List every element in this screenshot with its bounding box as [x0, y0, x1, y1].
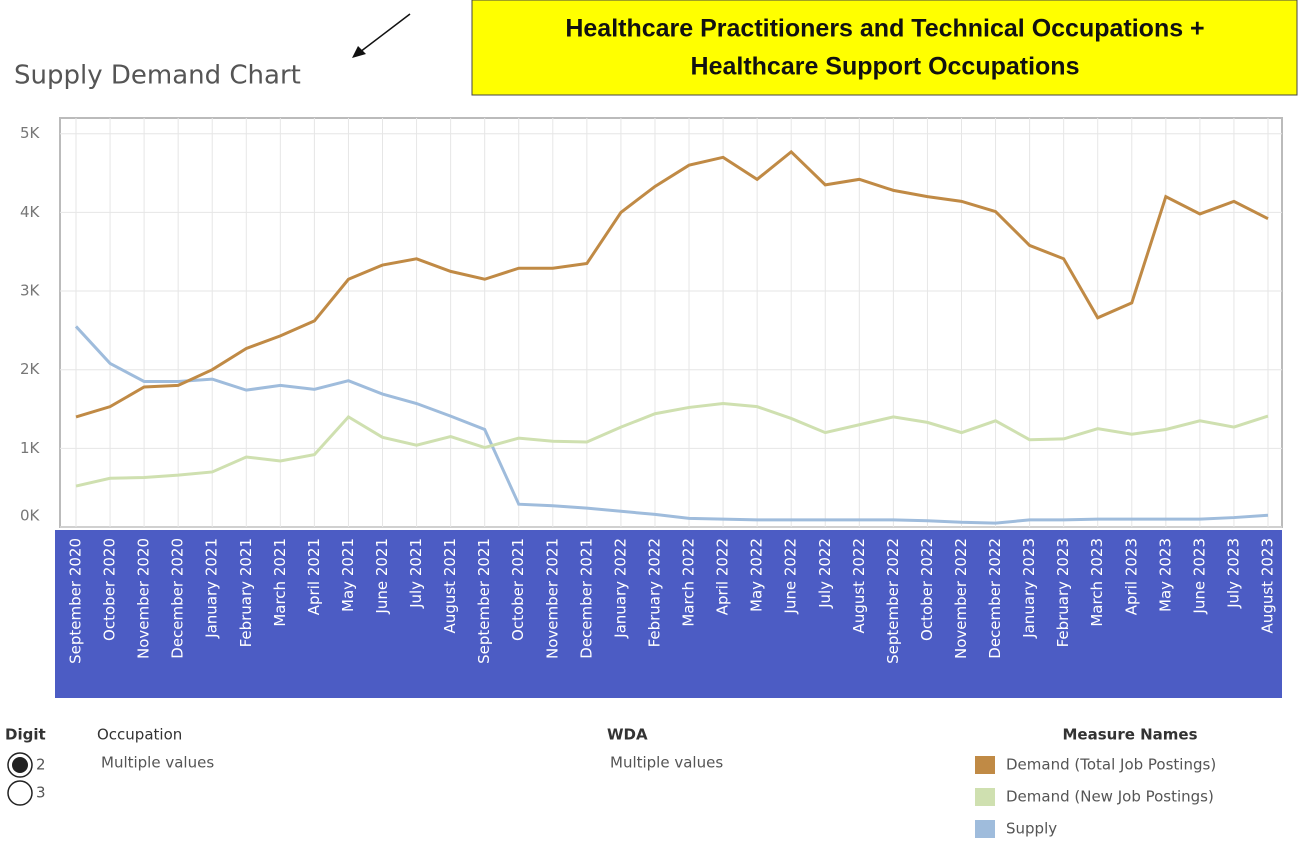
x-tick-label: November 2020 [135, 538, 153, 659]
x-tick-label: August 2022 [850, 538, 868, 633]
x-tick-label: January 2023 [1020, 538, 1038, 639]
arrow [359, 13, 411, 53]
radio-label[interactable]: 3 [36, 784, 46, 802]
filter-label: WDA [607, 726, 648, 744]
series-line [75, 149, 1269, 419]
banner-line: Healthcare Practitioners and Technical O… [565, 15, 1204, 43]
series-line [75, 402, 1269, 488]
x-tick-label: February 2023 [1054, 538, 1072, 647]
x-tick-label: August 2023 [1259, 538, 1277, 633]
x-tick-label: May 2022 [748, 538, 766, 612]
x-tick-label: January 2022 [611, 538, 629, 639]
x-tick-label: March 2022 [680, 538, 698, 627]
radio-label[interactable]: 2 [36, 756, 46, 774]
y-tick-label: 5K [20, 124, 41, 142]
radio-button[interactable] [7, 780, 33, 806]
x-tick-label: July 2022 [816, 538, 834, 609]
radio-dot[interactable] [12, 757, 28, 773]
x-tick-label: October 2022 [918, 538, 936, 641]
x-tick-label: April 2022 [714, 538, 732, 615]
x-tick-label: January 2021 [203, 538, 221, 639]
x-tick-label: November 2022 [952, 538, 970, 659]
plot-area [59, 117, 1283, 528]
y-tick-label: 2K [20, 360, 41, 378]
x-tick-label: May 2023 [1156, 538, 1174, 612]
x-tick-label: October 2020 [101, 538, 119, 641]
series-line [74, 325, 1269, 525]
arrow-head [352, 46, 366, 58]
x-tick-label: September 2022 [884, 538, 902, 664]
filter-label: Occupation [97, 726, 182, 744]
legend-title: Measure Names [1062, 726, 1197, 744]
y-tick-label: 1K [20, 439, 41, 457]
x-tick-label: April 2023 [1122, 538, 1140, 615]
x-tick-label: September 2021 [475, 538, 493, 664]
x-tick-label: July 2021 [407, 538, 425, 609]
chart-title: Supply Demand Chart [14, 61, 301, 91]
x-tick-label: February 2022 [645, 538, 663, 647]
y-tick-label: 3K [20, 282, 41, 300]
x-tick-label: June 2023 [1190, 538, 1208, 615]
x-tick-label: March 2023 [1088, 538, 1106, 627]
x-tick-label: July 2023 [1224, 538, 1242, 609]
x-tick-label: June 2022 [782, 538, 800, 615]
filter-value[interactable]: Multiple values [610, 754, 723, 772]
banner-line: Healthcare Support Occupations [691, 53, 1080, 81]
x-tick-label: March 2021 [271, 538, 289, 627]
x-tick-label: May 2021 [339, 538, 357, 612]
filter-value[interactable]: Multiple values [101, 754, 214, 772]
x-axis-band [55, 530, 1282, 698]
legend-label[interactable]: Demand (New Job Postings) [1006, 788, 1214, 806]
x-tick-label: June 2021 [373, 538, 391, 615]
x-tick-label: February 2021 [237, 538, 255, 647]
x-tick-label: December 2021 [577, 538, 595, 659]
y-tick-label: 0K [20, 507, 41, 525]
x-tick-label: November 2021 [543, 538, 561, 659]
x-tick-label: September 2020 [67, 538, 85, 664]
legend-swatch[interactable] [975, 788, 995, 806]
legend-label[interactable]: Demand (Total Job Postings) [1006, 756, 1216, 774]
x-tick-label: December 2022 [986, 538, 1004, 659]
x-tick-label: October 2021 [509, 538, 527, 641]
banner [471, 0, 1298, 96]
filter-label: Digit [5, 726, 46, 744]
x-tick-label: April 2021 [305, 538, 323, 615]
legend-label[interactable]: Supply [1006, 820, 1057, 838]
y-tick-label: 4K [20, 203, 41, 221]
x-tick-label: August 2021 [441, 538, 459, 633]
legend-swatch[interactable] [975, 820, 995, 838]
x-tick-label: December 2020 [169, 538, 187, 659]
legend-swatch[interactable] [975, 756, 995, 774]
